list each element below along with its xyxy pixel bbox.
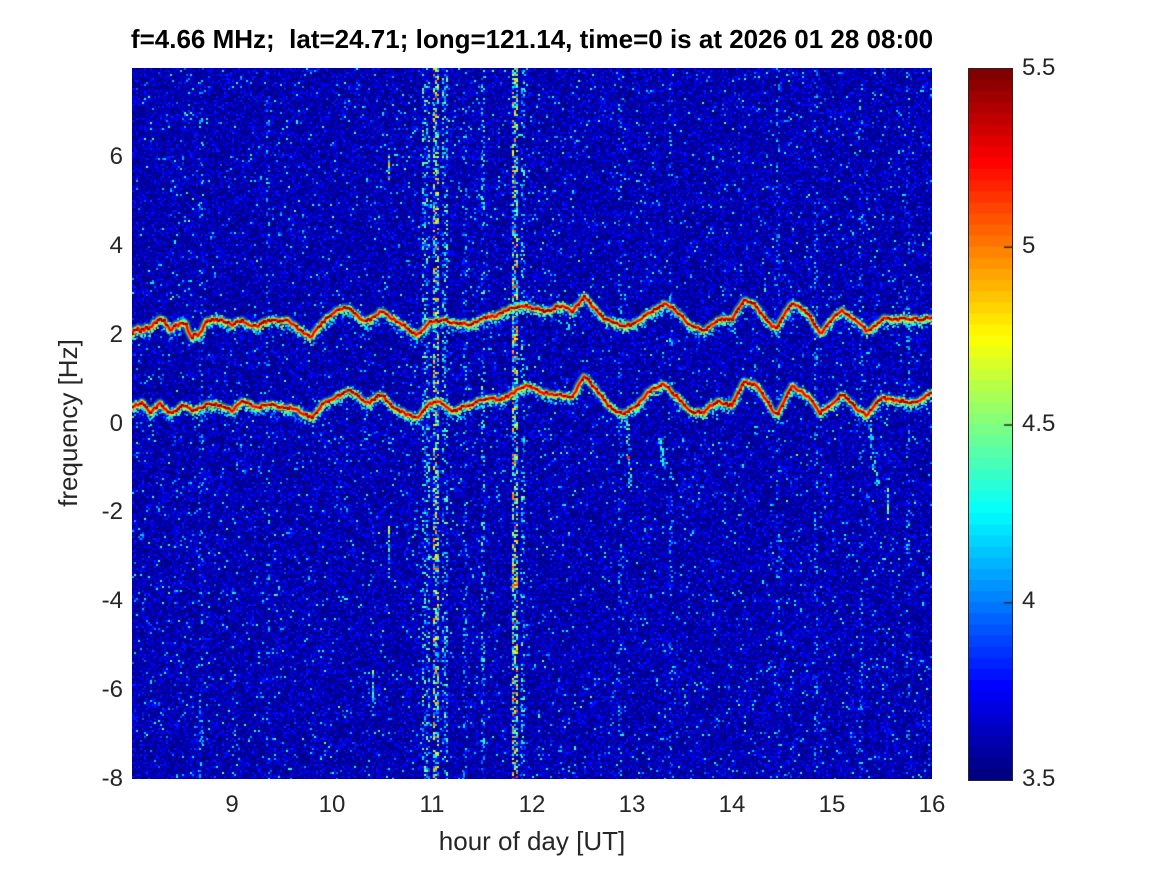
y-tick-label: 4 xyxy=(109,231,123,259)
y-tick-label: 2 xyxy=(109,320,123,348)
x-tick-label: 14 xyxy=(718,791,746,818)
plot-title: f=4.66 MHz; lat=24.71; long=121.14, time… xyxy=(130,24,934,54)
x-tick-label: 9 xyxy=(225,791,239,818)
colorbar-tick-label: 4 xyxy=(1022,587,1036,615)
x-tick-label: 16 xyxy=(918,791,946,818)
y-tick-label: -2 xyxy=(101,498,123,526)
y-tick-label: -8 xyxy=(101,765,123,792)
x-tick-label: 13 xyxy=(618,791,646,818)
colorbar-tick-label: 5 xyxy=(1022,231,1036,259)
colorbar-tick-label: 4.5 xyxy=(1022,409,1056,437)
x-tick-label: 11 xyxy=(419,791,445,818)
colorbar-tick-label: 5.5 xyxy=(1022,54,1056,81)
y-tick-label: -4 xyxy=(101,587,123,615)
colorbar-canvas xyxy=(968,68,1013,781)
x-tick-label: 10 xyxy=(318,791,346,818)
x-axis-label: hour of day [UT] xyxy=(438,826,626,856)
spectrogram-canvas xyxy=(132,68,932,779)
y-tick-label: 6 xyxy=(109,142,123,170)
y-tick-label: -6 xyxy=(101,676,123,704)
y-axis-label: frequency [Hz] xyxy=(53,339,83,507)
x-tick-label: 12 xyxy=(518,791,546,818)
x-tick-label: 15 xyxy=(818,791,846,818)
colorbar-tick-label: 3.5 xyxy=(1022,765,1056,792)
y-tick-label: 0 xyxy=(109,409,123,437)
